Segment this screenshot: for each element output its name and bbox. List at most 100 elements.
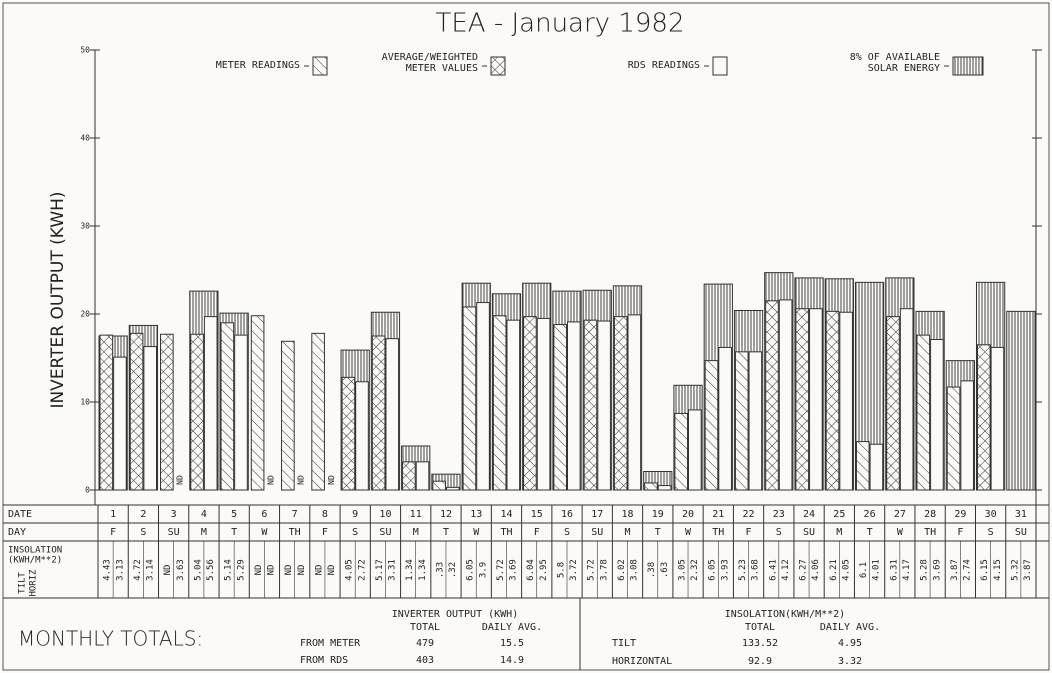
tilt-value: ND	[314, 565, 324, 576]
day-label: SU	[1015, 527, 1027, 538]
y-tick-label: 10	[80, 398, 90, 407]
tilt-value: 6.15	[980, 559, 990, 581]
bar	[432, 480, 446, 491]
totals-row: FROM METER	[300, 638, 361, 649]
bar	[809, 308, 823, 491]
horiz-value: 5.29	[236, 559, 246, 581]
date-label: 25	[833, 509, 845, 520]
bar	[869, 443, 884, 491]
day-label: F	[746, 527, 752, 538]
row-label: DATE	[8, 509, 32, 520]
horiz-value: 4.05	[841, 559, 851, 581]
totals-title: INSOLATION(KWH/M**2)	[725, 609, 845, 620]
bar	[462, 306, 477, 491]
bar	[190, 333, 204, 491]
tilt-value: 5.14	[224, 559, 234, 581]
tilt-value: 6.04	[526, 559, 536, 581]
bar	[536, 317, 551, 491]
bar	[220, 322, 235, 491]
day-label: TH	[924, 527, 936, 538]
horiz-value: 3.78	[599, 559, 609, 581]
bar	[476, 302, 490, 491]
bar	[281, 340, 295, 491]
date-label: 18	[621, 509, 633, 520]
value-label: ND	[297, 475, 306, 485]
totals-row: FROM RDS	[300, 655, 348, 666]
bar	[946, 386, 961, 491]
horiz-value: 2.74	[963, 559, 973, 581]
y-axis-label: INVERTER OUTPUT (KWH)	[48, 191, 68, 408]
bar	[674, 412, 689, 491]
date-label: 15	[531, 509, 543, 520]
day-label: T	[867, 527, 873, 538]
date-label: 29	[954, 509, 966, 520]
bar	[734, 351, 749, 491]
bar	[627, 314, 642, 491]
date-label: 12	[440, 509, 452, 520]
date-label: 10	[379, 509, 391, 520]
bar	[492, 315, 507, 491]
horiz-value: ND	[327, 565, 337, 576]
horiz-value: 3.72	[569, 559, 579, 581]
day-label: T	[231, 527, 237, 538]
bar	[855, 441, 870, 491]
bar	[765, 300, 779, 491]
horiz-value: ND	[267, 565, 277, 576]
day-label: F	[322, 527, 328, 538]
legend-swatch	[952, 56, 984, 76]
tilt-value: 6.05	[708, 559, 718, 581]
tilt-value: 5.17	[375, 559, 385, 581]
bar	[445, 486, 460, 491]
date-label: 20	[682, 509, 694, 520]
day-label: SU	[591, 527, 603, 538]
bar	[704, 360, 719, 491]
day-label: W	[261, 527, 268, 538]
totals-cell: 133.52	[742, 638, 778, 649]
totals-cell: 14.9	[500, 655, 524, 666]
horiz-value: 3.63	[176, 559, 186, 581]
bar	[523, 316, 537, 491]
date-label: 4	[201, 509, 207, 520]
row-label: (KWH/M**2)	[8, 556, 62, 566]
tilt-value: .38	[647, 562, 657, 578]
tilt-value: 5.8	[556, 562, 566, 578]
bar	[613, 316, 628, 491]
row-label: TILT	[18, 572, 28, 594]
tilt-value: 5.23	[738, 559, 748, 581]
date-label: 31	[1015, 509, 1027, 520]
totals-row: HORIZONTAL	[612, 656, 672, 667]
horiz-value: 1.34	[418, 559, 428, 581]
bar	[160, 333, 174, 491]
y-tick-label: 30	[80, 222, 90, 231]
day-label: SU	[168, 527, 180, 538]
bar	[311, 332, 325, 491]
bar	[402, 461, 416, 491]
tilt-value: 6.05	[466, 559, 476, 581]
day-label: F	[534, 527, 540, 538]
date-label: 5	[231, 509, 237, 520]
value-label: ND	[327, 475, 336, 485]
bar	[778, 299, 793, 491]
horiz-value: 4.01	[872, 559, 882, 581]
y-tick-label: 20	[80, 310, 90, 319]
date-label: 7	[292, 509, 298, 520]
horiz-value: 3.31	[388, 559, 398, 581]
bar	[567, 321, 581, 491]
horiz-value: 3.69	[509, 559, 519, 581]
bar	[899, 308, 914, 491]
bar	[960, 380, 974, 491]
date-label: 30	[985, 509, 997, 520]
tilt-value: ND	[254, 565, 264, 576]
totals-col: TOTAL	[410, 622, 440, 633]
bar	[143, 346, 158, 491]
value-label: ND	[266, 475, 275, 485]
totals-col: TOTAL	[745, 622, 775, 633]
date-label: 3	[171, 509, 177, 520]
tilt-value: 6.1	[859, 562, 869, 578]
horiz-value: 5.56	[206, 559, 216, 581]
day-label: M	[413, 527, 419, 538]
horiz-value: 3.87	[1023, 559, 1033, 581]
y-tick-label: 50	[80, 46, 90, 55]
